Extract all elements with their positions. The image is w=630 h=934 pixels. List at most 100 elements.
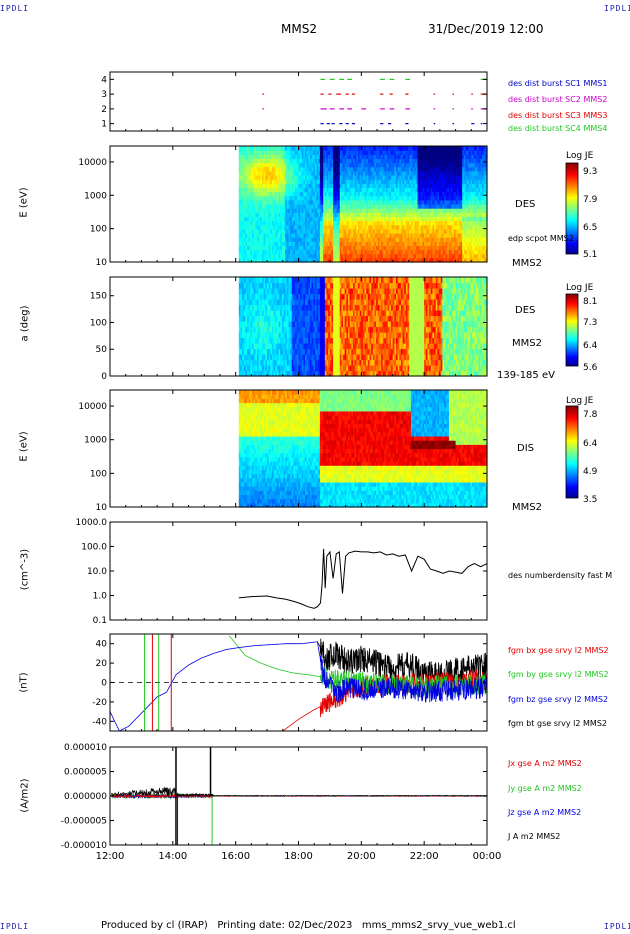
des-energy-cell [341,166,344,172]
des-energy-cell [271,241,275,247]
des-energy-cell [404,150,407,155]
des-energy-cell [324,212,328,218]
des-energy-cell [286,224,290,230]
des-energy-cell [427,183,430,189]
des-energy-cell [391,170,394,176]
des-energy-cell [419,191,422,197]
des-energy-cell [402,224,405,230]
des-energy-cell [396,237,399,242]
des-energy-cell [404,257,407,263]
des-energy-cell [359,208,362,213]
des-energy-cell [301,204,304,209]
des-energy-cell [338,183,341,189]
des-energy-cell [364,237,367,242]
des-energy-cell [405,187,409,193]
des-energy-cell [240,237,243,242]
des-energy-cell [306,199,309,205]
des-energy-cell [415,199,419,205]
des-energy-cell [319,204,323,209]
des-energy-cell [314,191,318,197]
des-energy-cell [343,175,346,180]
des-energy-cell [344,166,347,172]
des-energy-cell [247,237,250,242]
des-energy-cell [364,183,367,189]
des-energy-cell [285,212,288,218]
des-energy-cell [364,257,367,263]
des-energy-cell [303,146,306,151]
des-energy-cell [281,233,285,238]
des-energy-cell [430,199,433,205]
des-energy-cell [384,195,387,201]
des-energy-cell [303,195,306,201]
des-energy-cell [412,166,415,172]
des-energy-cell [242,187,245,193]
des-energy-cell [306,162,309,168]
des-energy-cell [319,179,323,184]
des-energy-cell [288,224,291,230]
des-energy-cell [405,241,409,247]
des-energy-cell [257,170,260,176]
des-energy-cell [351,204,354,209]
des-energy-cell [422,253,425,259]
des-energy-cell [420,158,424,164]
des-energy-cell [300,216,303,222]
des-energy-cell [255,195,258,201]
des-energy-cell [329,158,333,164]
des-energy-cell [432,228,435,234]
des-energy-cell [293,170,296,176]
des-energy-cell [293,241,296,247]
des-energy-cell [379,245,382,251]
des-energy-cell [321,245,324,251]
des-energy-cell [354,241,357,247]
des-energy-cell [306,233,309,238]
des-energy-cell [285,170,288,176]
des-energy-cell [273,187,276,193]
des-energy-cell [339,220,342,226]
des-energy-cell [430,191,433,197]
des-energy-cell [323,162,326,168]
des-energy-cell [386,170,389,176]
des-energy-cell [270,191,273,197]
des-energy-cell [300,187,303,193]
des-energy-cell [280,166,283,172]
des-energy-cell [394,233,397,238]
des-energy-cell [240,166,243,172]
des-energy-cell [247,253,250,259]
des-energy-cell [300,191,303,197]
des-energy-cell [439,170,442,176]
des-energy-cell [419,228,422,234]
des-energy-cell [384,175,387,180]
des-energy-cell [419,257,422,263]
des-energy-cell [252,175,255,180]
des-energy-cell [328,199,331,205]
des-energy-cell [402,146,405,151]
des-energy-cell [288,216,291,222]
des-energy-cell [439,162,442,168]
des-energy-cell [439,179,442,184]
des-energy-cell [316,204,319,209]
des-energy-cell [341,187,344,193]
des-energy-cell [400,257,404,263]
des-energy-cell [435,158,438,164]
des-energy-cell [435,220,438,226]
des-energy-cell [351,154,354,160]
des-energy-cell [425,146,429,151]
des-energy-cell [425,220,429,226]
des-energy-cell [263,179,266,184]
des-energy-cell [359,179,362,184]
des-energy-cell [309,253,313,259]
des-energy-cell [313,249,316,255]
des-energy-cell [275,216,278,222]
des-energy-cell [296,237,299,242]
des-energy-cell [334,179,338,184]
des-energy-cell [270,166,273,172]
des-energy-cell [414,187,417,193]
des-energy-cell [283,220,286,226]
des-energy-cell [314,228,318,234]
des-energy-cell [420,187,424,193]
des-energy-cell [352,150,356,155]
des-energy-cell [290,154,293,160]
des-energy-cell [367,146,371,151]
des-energy-cell [386,228,389,234]
des-energy-cell [377,241,381,247]
